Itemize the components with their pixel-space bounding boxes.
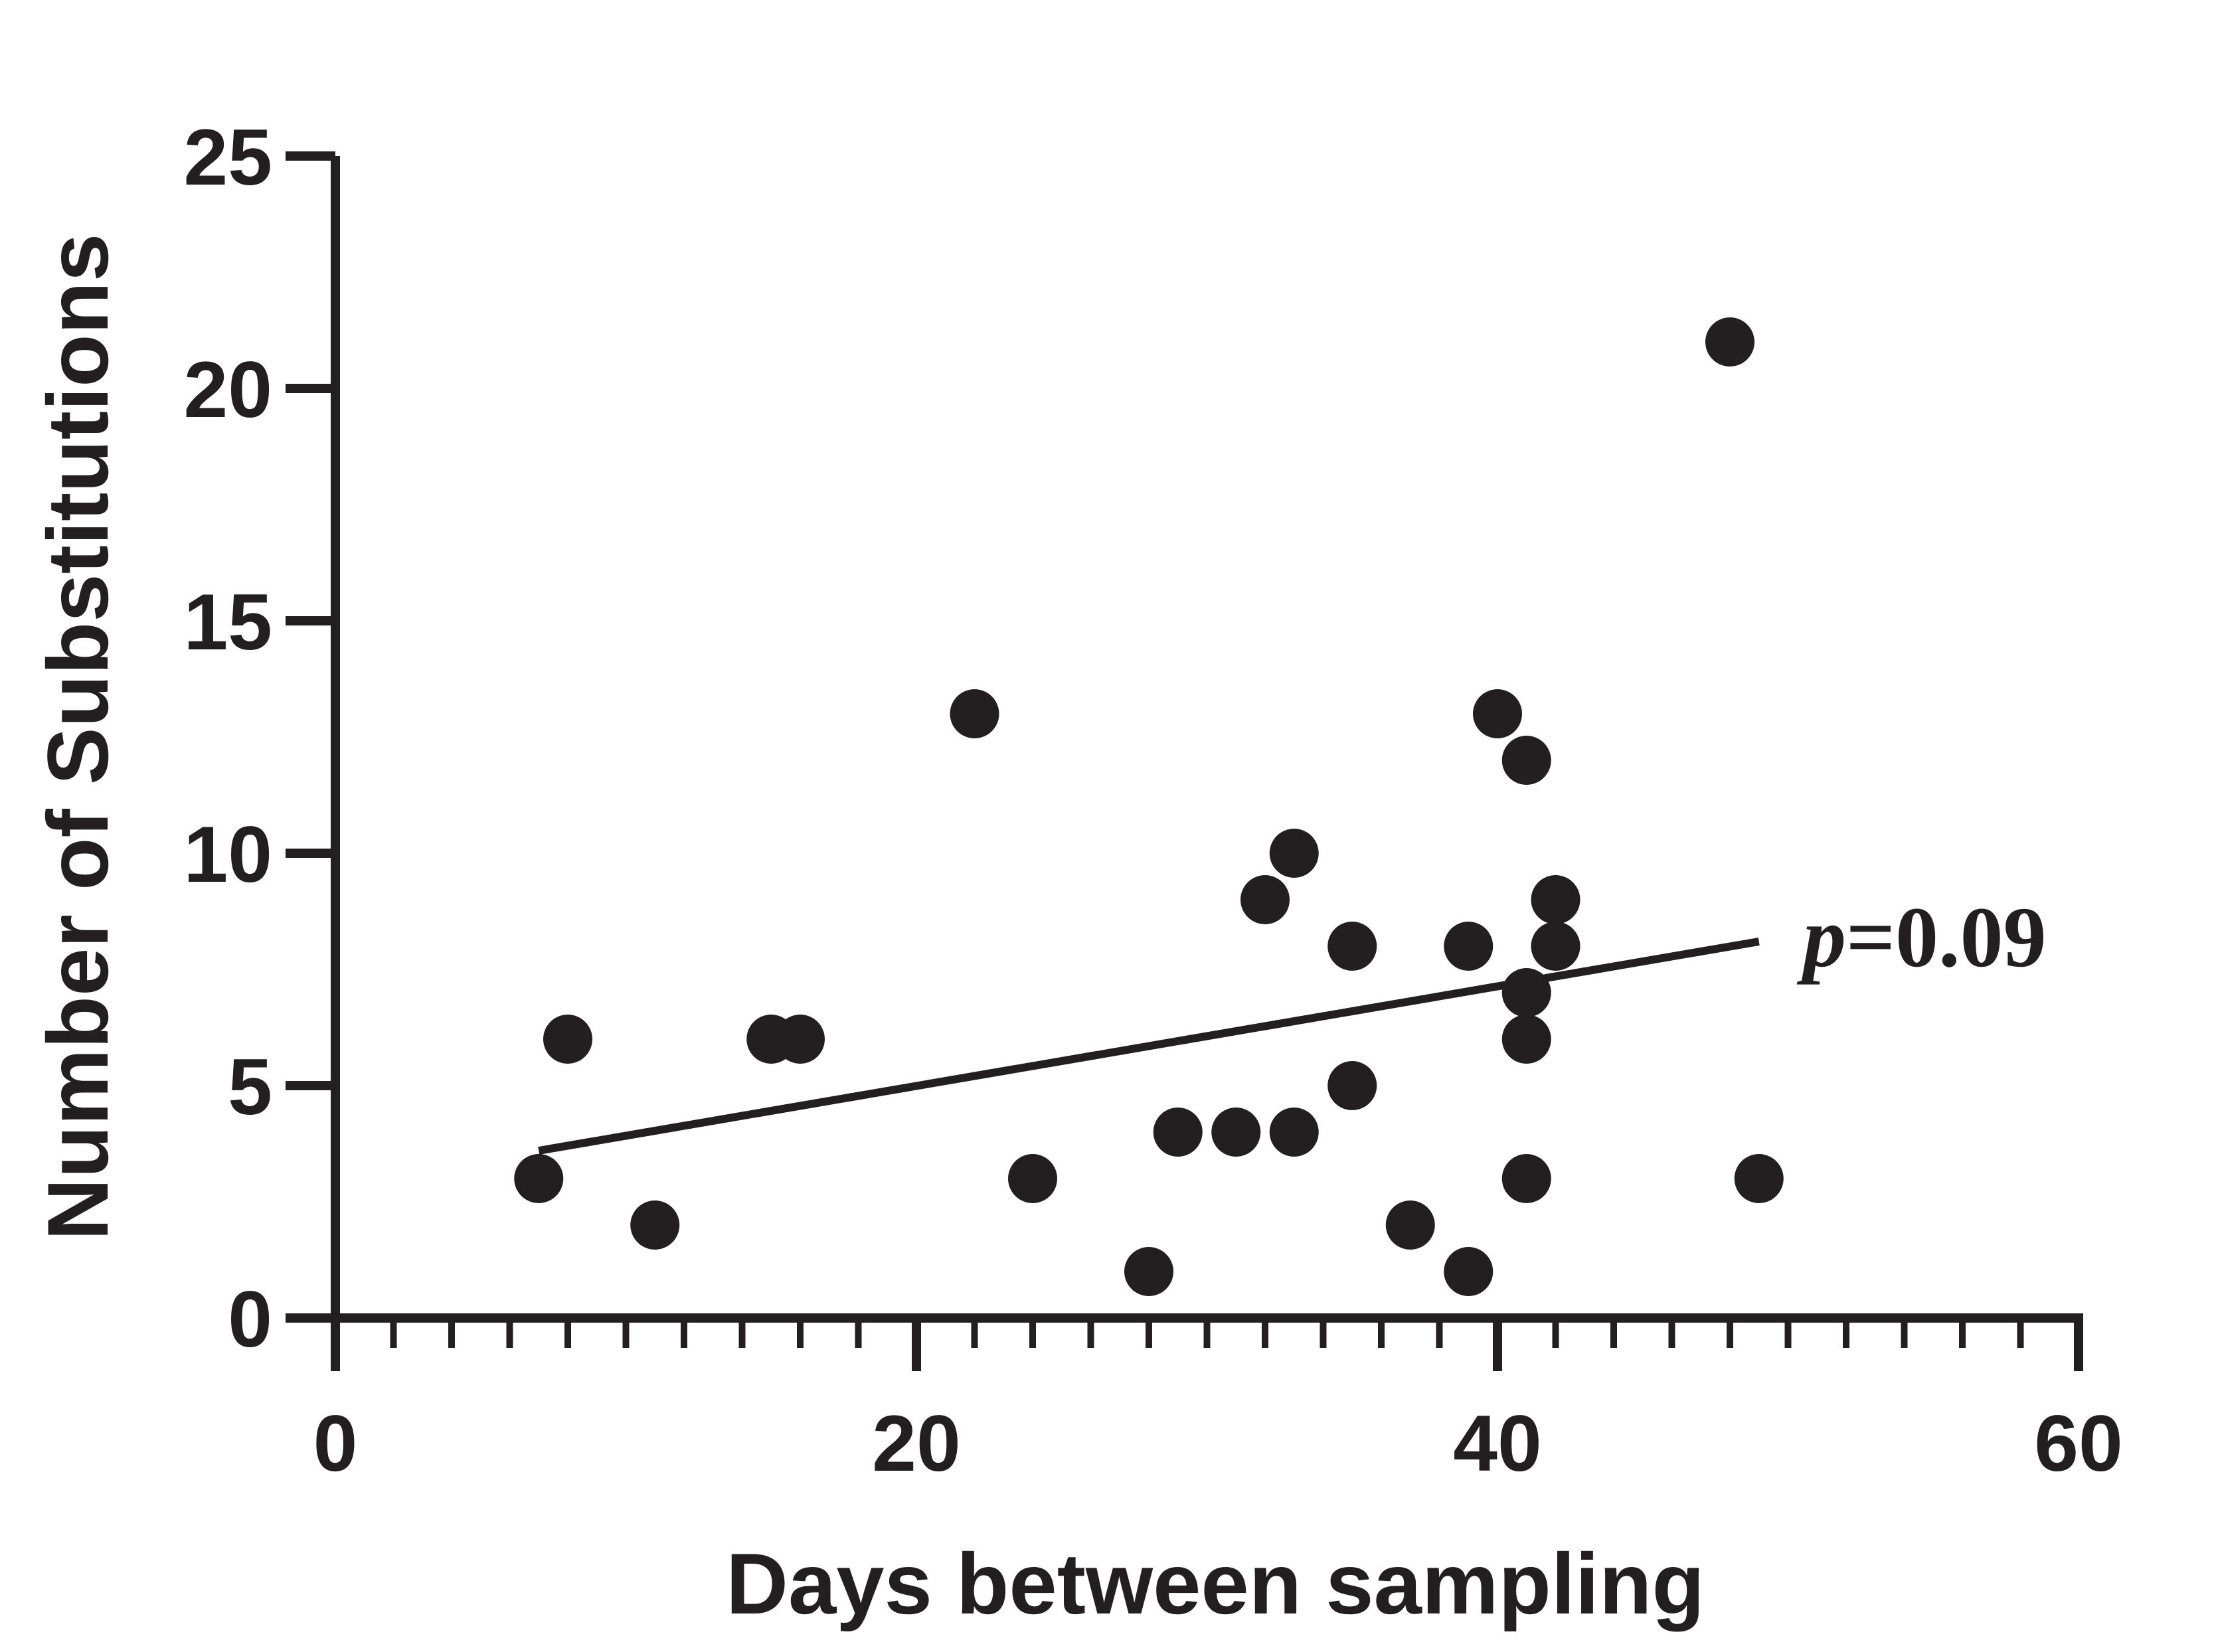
- data-point: [1269, 1108, 1319, 1157]
- data-point: [1444, 922, 1493, 971]
- data-point: [1473, 689, 1522, 738]
- p-value-annotation: p=0.09: [1796, 890, 2047, 985]
- y-tick-labels: 0 5 10 15 20 25: [184, 113, 272, 1364]
- y-tick-label: 15: [184, 578, 272, 667]
- x-tick-label: 40: [1453, 1399, 1541, 1488]
- y-tick-label: 10: [184, 810, 272, 899]
- data-point: [1327, 1061, 1377, 1110]
- data-point: [1211, 1108, 1261, 1157]
- data-point: [1531, 875, 1580, 924]
- data-point: [1734, 1154, 1784, 1203]
- y-tick-label: 20: [184, 345, 272, 434]
- p-value: =0.09: [1846, 890, 2047, 985]
- y-axis-label: Number of Substitutions: [29, 234, 126, 1241]
- x-tick-label: 0: [313, 1399, 358, 1488]
- data-point: [543, 1015, 592, 1064]
- data-point: [950, 689, 999, 738]
- data-point: [1501, 1015, 1551, 1064]
- y-tick-label: 5: [228, 1042, 272, 1131]
- data-point: [1153, 1108, 1203, 1157]
- y-tick-label: 25: [184, 113, 272, 202]
- data-point: [1501, 968, 1551, 1017]
- data-point: [630, 1200, 680, 1250]
- data-point: [1124, 1247, 1173, 1296]
- data-point: [1240, 875, 1290, 924]
- data-point: [514, 1154, 564, 1203]
- x-minor-ticks: [390, 1318, 2024, 1348]
- x-tick-labels: 0 20 40 60: [313, 1399, 2123, 1488]
- data-point: [1008, 1154, 1057, 1203]
- data-point: [1385, 1200, 1435, 1250]
- data-points: [514, 317, 1784, 1296]
- data-point: [1531, 922, 1580, 971]
- x-tick-label: 20: [872, 1399, 960, 1488]
- regression-line: [538, 938, 1760, 1155]
- data-point: [1444, 1247, 1493, 1296]
- y-tick-label: 0: [228, 1275, 272, 1364]
- data-point: [776, 1015, 825, 1064]
- x-tick-label: 60: [2034, 1399, 2122, 1488]
- data-point: [1269, 829, 1319, 878]
- data-point: [1501, 736, 1551, 785]
- data-point: [1705, 317, 1754, 367]
- axis-major-ticks: [286, 151, 2083, 1371]
- data-point: [1501, 1154, 1551, 1203]
- p-symbol: p: [1796, 890, 1846, 985]
- x-axis-label: Days between sampling: [726, 1535, 1705, 1632]
- data-point: [1327, 922, 1377, 971]
